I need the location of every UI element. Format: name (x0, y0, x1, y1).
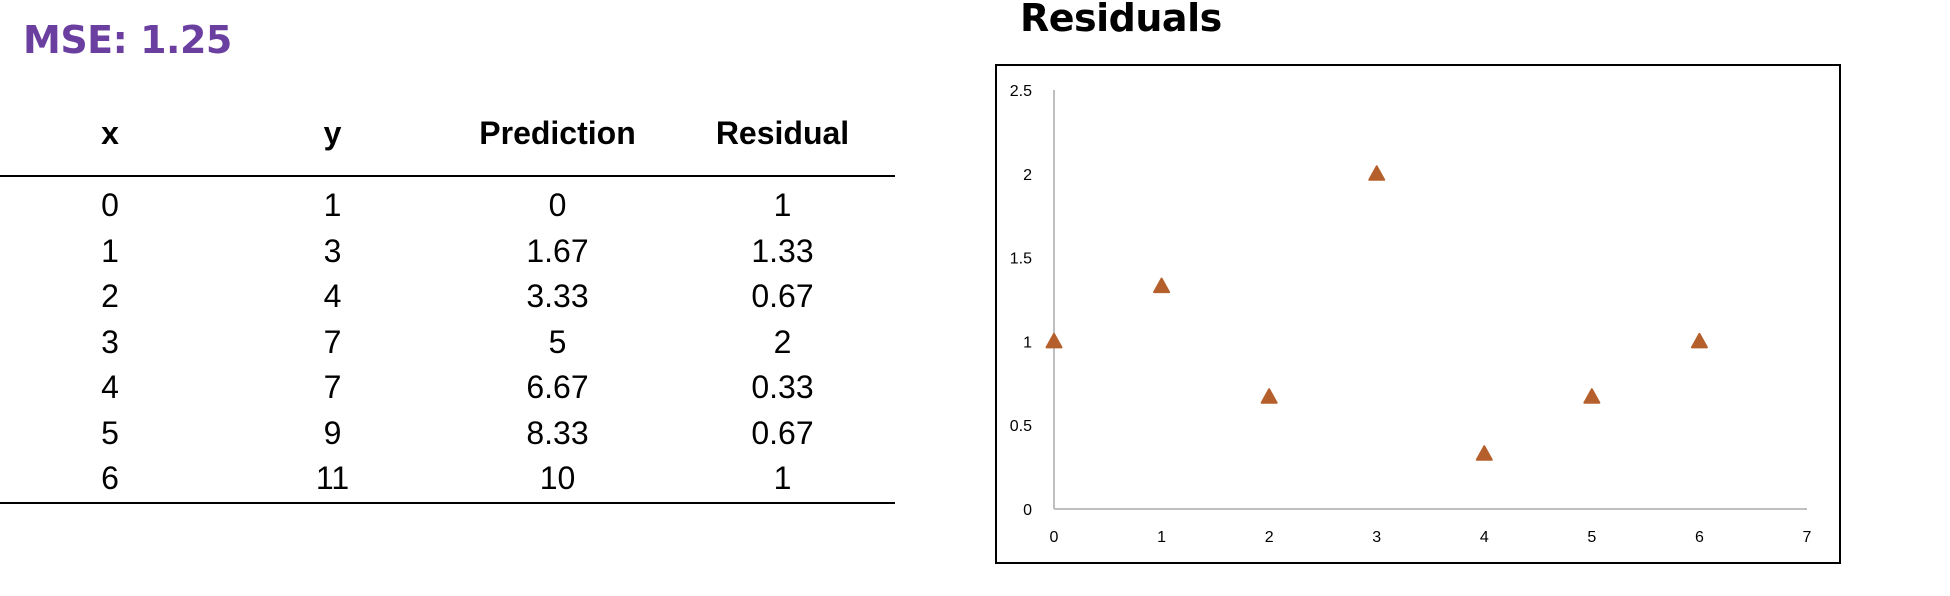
data-point (1475, 445, 1493, 461)
header-x: x (0, 115, 220, 177)
header-prediction: Prediction (445, 115, 670, 177)
y-tick-label: 0 (1023, 502, 1032, 519)
residuals-scatter-chart: 0 1 2 3 4 5 6 7 0 0.5 1 1.5 2 2.5 (1010, 83, 1812, 546)
x-tick-label: 5 (1587, 529, 1596, 546)
x-tick-label: 2 (1265, 529, 1274, 546)
header-y: y (220, 115, 445, 177)
table-row: 6 11 10 1 (0, 456, 895, 504)
y-tick-label: 1.5 (1010, 251, 1032, 268)
data-table: x y Prediction Residual 0 1 0 1 1 3 1.67… (0, 115, 895, 504)
cell-residual: 0.67 (751, 414, 814, 451)
chart-title: Residuals (1020, 0, 1222, 40)
x-tick-label: 7 (1803, 529, 1812, 546)
cell-prediction: 0 (548, 187, 567, 224)
cell-residual: 0.33 (751, 369, 814, 406)
cell-residual: 1.33 (751, 232, 814, 269)
cell-y: 3 (323, 232, 342, 269)
cell-prediction: 1.67 (526, 232, 589, 269)
cell-y: 9 (323, 414, 342, 451)
y-tick-label: 0.5 (1010, 418, 1032, 435)
cell-residual: 2 (773, 323, 792, 360)
chart-frame (995, 64, 1841, 564)
cell-y: 7 (323, 323, 342, 360)
cell-x: 2 (101, 278, 119, 315)
cell-residual: 0.67 (751, 278, 814, 315)
cell-x: 3 (101, 323, 119, 360)
cell-y: 1 (323, 187, 342, 224)
x-tick-label: 3 (1372, 529, 1381, 546)
cell-prediction: 6.67 (526, 369, 589, 406)
data-point (1045, 332, 1063, 349)
table-row: 5 9 8.33 0.67 (0, 411, 895, 457)
cell-y: 11 (220, 456, 445, 504)
data-point (1583, 388, 1601, 404)
data-point (1153, 277, 1171, 294)
table-row: 4 7 6.67 0.33 (0, 365, 895, 411)
y-tick-label: 1 (1023, 334, 1032, 351)
data-table-container: x y Prediction Residual 0 1 0 1 1 3 1.67… (0, 115, 895, 504)
header-residual: Residual (670, 115, 895, 177)
cell-x: 4 (101, 369, 119, 406)
cell-y: 4 (323, 278, 342, 315)
data-point (1690, 332, 1708, 349)
x-tick-label: 6 (1695, 529, 1704, 546)
table-row: 1 3 1.67 1.33 (0, 229, 895, 275)
cell-prediction: 8.33 (526, 414, 589, 451)
y-tick-label: 2 (1023, 167, 1032, 184)
x-tick-label: 1 (1157, 529, 1166, 546)
cell-residual: 1 (670, 456, 895, 504)
table-header-row: x y Prediction Residual (0, 115, 895, 177)
cell-prediction: 10 (445, 456, 670, 504)
cell-x: 6 (0, 456, 220, 504)
table-row: 3 7 5 2 (0, 320, 895, 366)
cell-prediction: 3.33 (526, 278, 589, 315)
cell-y: 7 (323, 369, 342, 406)
cell-x: 1 (101, 232, 119, 269)
cell-prediction: 5 (548, 323, 567, 360)
data-point (1260, 388, 1278, 404)
data-point (1368, 165, 1386, 181)
cell-x: 5 (101, 414, 119, 451)
table-row: 2 4 3.33 0.67 (0, 274, 895, 320)
cell-x: 0 (101, 187, 119, 224)
mse-label: MSE: 1.25 (23, 18, 232, 62)
cell-residual: 1 (773, 187, 792, 224)
y-tick-label: 2.5 (1010, 83, 1032, 100)
x-tick-label: 0 (1050, 529, 1059, 546)
table-row: 0 1 0 1 (0, 176, 895, 229)
x-tick-label: 4 (1480, 529, 1489, 546)
